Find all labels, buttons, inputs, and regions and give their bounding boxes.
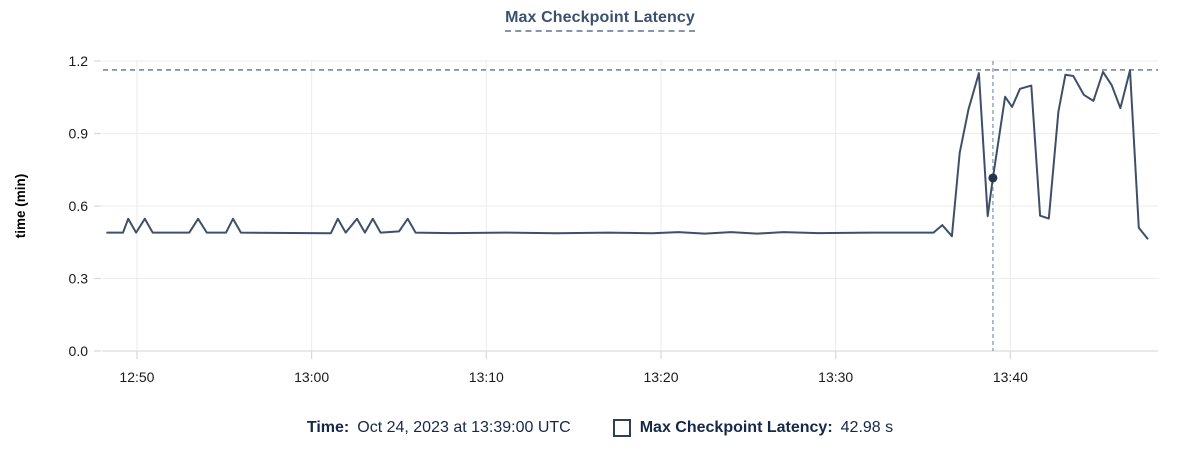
chart-title: Max Checkpoint Latency (0, 9, 1200, 32)
y-tick-label: 0.6 (69, 198, 89, 214)
x-tick-label: 13:20 (643, 369, 678, 385)
latency-chart-plot: 0.0 0.3 0.6 0.9 1.2 12:50 13:00 13:10 13:20 13:30… (13, 53, 1158, 385)
chart-title-text[interactable]: Max Checkpoint Latency (505, 9, 695, 32)
legend: Time: Oct 24, 2023 at 13:39:00 UTC Max C… (0, 419, 1200, 437)
x-tick-label: 13:40 (993, 369, 1028, 385)
legend-time-value: Oct 24, 2023 at 13:39:00 UTC (357, 419, 571, 436)
legend-time-label: Time: (306, 419, 350, 436)
hover-point-marker[interactable] (988, 173, 998, 183)
x-tick-label: 13:00 (294, 369, 329, 385)
legend-series-value: 42.98 s (840, 419, 894, 436)
x-tick-label: 13:10 (469, 369, 504, 385)
latency-series-line[interactable] (106, 69, 1149, 240)
x-tick-label: 13:30 (818, 369, 853, 385)
legend-series-label[interactable]: Max Checkpoint Latency: (639, 419, 833, 436)
y-tick-label: 0.0 (69, 343, 89, 359)
y-tick-label: 0.3 (69, 271, 89, 287)
y-axis-title: time (min) (13, 174, 28, 239)
x-tick-label: 12:50 (119, 369, 154, 385)
series-checkbox-icon[interactable] (612, 419, 631, 437)
y-tick-label: 0.9 (69, 126, 89, 142)
y-tick-label: 1.2 (69, 53, 89, 69)
